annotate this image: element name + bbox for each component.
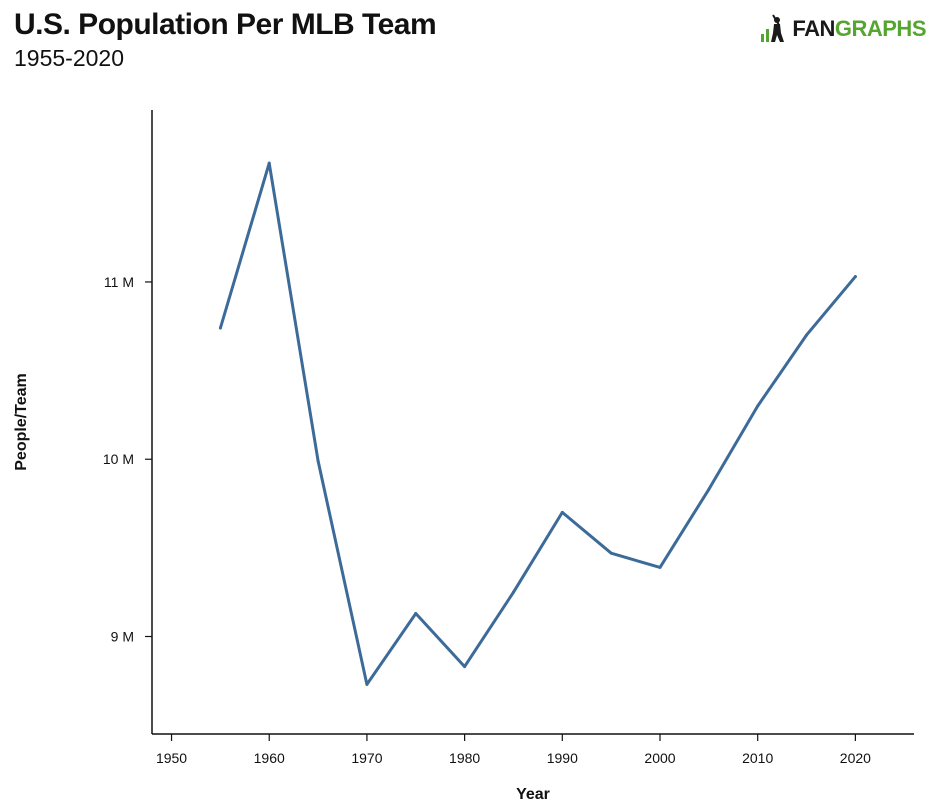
series-line (218, 161, 857, 686)
x-tick-label: 1960 (254, 750, 285, 766)
data-point (267, 161, 271, 165)
data-point (463, 665, 467, 669)
x-tick-label: 1970 (351, 750, 382, 766)
data-point (805, 333, 809, 337)
x-tick-label: 2010 (742, 750, 773, 766)
x-tick-label: 1950 (156, 750, 187, 766)
data-point (707, 487, 711, 491)
logo-text-graphs: GRAPHS (834, 16, 927, 41)
logo-text-fan: FAN (792, 16, 835, 41)
chart-title: U.S. Population Per MLB Team (14, 8, 437, 41)
x-tick-label: 2020 (840, 750, 871, 766)
data-point (609, 551, 613, 555)
x-axis-title: Year (516, 786, 550, 803)
chart-subtitle: 1955-2020 (14, 45, 124, 71)
y-tick-label: 9 M (111, 629, 134, 645)
data-point (658, 565, 662, 569)
fangraphs-logo: FAN GRAPHS (760, 14, 927, 44)
data-point (365, 682, 369, 686)
y-tick-label: 10 M (103, 451, 134, 467)
data-point (756, 404, 760, 408)
data-point (560, 510, 564, 514)
x-tick-label: 2000 (644, 750, 675, 766)
data-point (853, 275, 857, 279)
data-point (511, 590, 515, 594)
axes: 1950 1960 1970 1980 1990 2000 2010 2020 9 M 10 M 1… (13, 110, 914, 803)
y-axis-title: People/Team (13, 373, 30, 471)
data-point (316, 459, 320, 463)
data-point (218, 326, 222, 330)
x-tick-label: 1980 (449, 750, 480, 766)
data-point (414, 611, 418, 615)
plot-area (218, 161, 857, 686)
y-tick-label: 11 M (104, 274, 134, 290)
x-tick-label: 1990 (547, 750, 578, 766)
batter-icon (761, 14, 785, 42)
